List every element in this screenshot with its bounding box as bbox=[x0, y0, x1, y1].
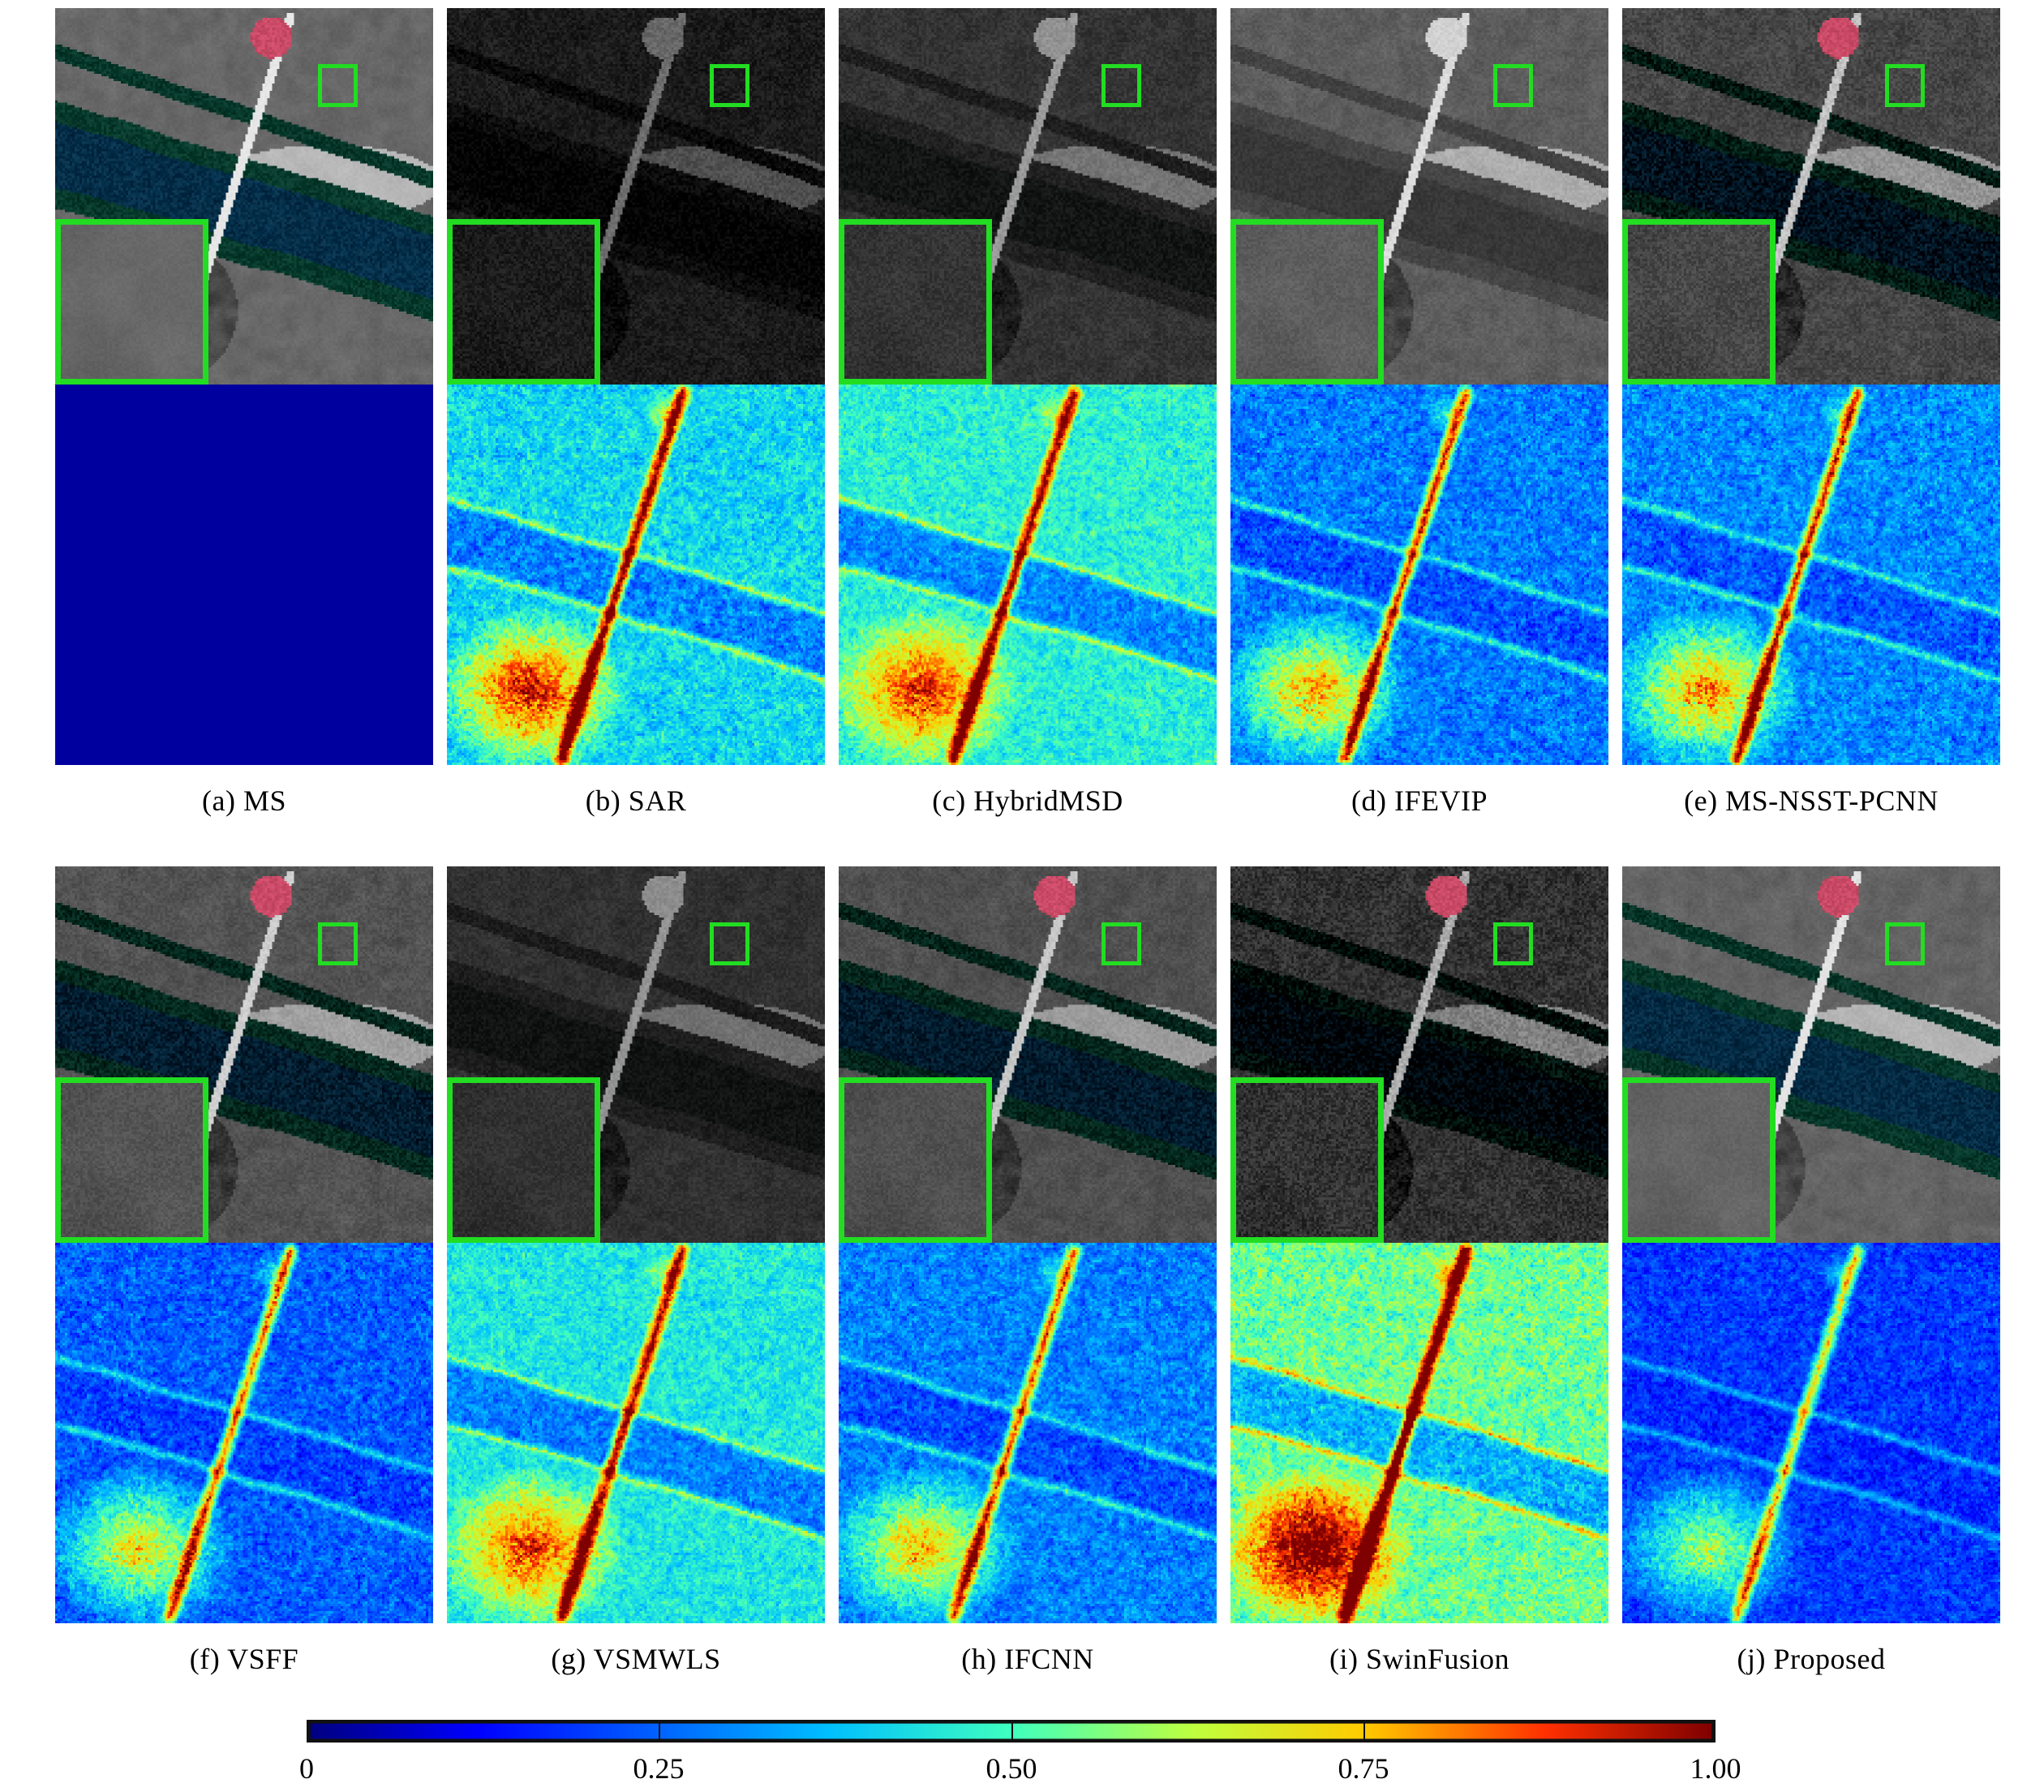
panel-f-roi-marker bbox=[318, 922, 358, 965]
panel-a-caption: (a) MS bbox=[202, 784, 286, 817]
panel-f-caption: (f) VSFF bbox=[189, 1643, 299, 1675]
panel-h-roi-marker bbox=[1101, 922, 1141, 965]
panel-g-roi-marker bbox=[710, 922, 749, 965]
panel-h-inset-image bbox=[844, 1083, 986, 1237]
panel-g-inset-image bbox=[453, 1083, 595, 1237]
panel-j-magnified-inset bbox=[1622, 1077, 1776, 1243]
panel-i-roi-marker bbox=[1493, 922, 1533, 965]
panel-i-difference-map bbox=[1230, 1243, 1608, 1623]
colorbar-tickline-3 bbox=[1363, 1720, 1365, 1743]
panel-j[interactable] bbox=[1622, 866, 2000, 1623]
panel-c-roi-marker bbox=[1101, 64, 1141, 107]
panel-g[interactable] bbox=[447, 866, 825, 1623]
panel-f[interactable] bbox=[55, 866, 433, 1623]
colorbar-tickline-1 bbox=[659, 1720, 660, 1743]
colorbar-tick-label-1: 0.25 bbox=[633, 1752, 685, 1785]
colorbar-tick-label-3: 0.75 bbox=[1338, 1752, 1389, 1785]
colorbar-gradient bbox=[307, 1720, 1716, 1743]
panel-i-inset-image bbox=[1236, 1083, 1378, 1237]
panel-c-caption: (c) HybridMSD bbox=[932, 784, 1123, 817]
panel-c-magnified-inset bbox=[839, 219, 992, 385]
panel-h-difference-map bbox=[839, 1243, 1217, 1623]
panel-b-caption: (b) SAR bbox=[585, 784, 687, 817]
panel-d[interactable] bbox=[1230, 8, 1608, 765]
colorbar-tick-label-2: 0.50 bbox=[986, 1752, 1037, 1785]
panel-f-magnified-inset bbox=[55, 1077, 208, 1243]
panel-d-roi-marker bbox=[1493, 64, 1533, 107]
panel-d-difference-map bbox=[1230, 385, 1608, 765]
panel-j-difference-map bbox=[1622, 1243, 2000, 1623]
panel-e-difference-map bbox=[1622, 385, 2000, 765]
colorbar-wrapper bbox=[307, 1720, 1716, 1743]
panel-e-roi-marker bbox=[1885, 64, 1925, 107]
panel-d-magnified-inset bbox=[1230, 219, 1384, 385]
panel-h[interactable] bbox=[839, 866, 1217, 1623]
panel-g-difference-map bbox=[447, 1243, 825, 1623]
panel-d-inset-image bbox=[1236, 225, 1378, 379]
panel-b-roi-marker bbox=[710, 64, 749, 107]
panel-i-magnified-inset bbox=[1230, 1077, 1384, 1243]
panel-b-difference-map bbox=[447, 385, 825, 765]
panel-c-difference-map bbox=[839, 385, 1217, 765]
panel-b-magnified-inset bbox=[447, 219, 600, 385]
panel-d-caption: (d) IFEVIP bbox=[1351, 784, 1488, 817]
panel-e-caption: (e) MS-NSST-PCNN bbox=[1684, 784, 1939, 817]
panel-e-magnified-inset bbox=[1622, 219, 1776, 385]
panel-c-inset-image bbox=[844, 225, 986, 379]
panel-a-roi-marker bbox=[318, 64, 358, 107]
colorbar-tickline-2 bbox=[1011, 1720, 1013, 1743]
panel-h-magnified-inset bbox=[839, 1077, 992, 1243]
panel-b-inset-image bbox=[453, 225, 595, 379]
panel-i-caption: (i) SwinFusion bbox=[1329, 1643, 1510, 1675]
panel-e[interactable] bbox=[1622, 8, 2000, 765]
panel-a-magnified-inset bbox=[55, 219, 208, 385]
panel-a-difference-map bbox=[55, 385, 433, 765]
panel-g-magnified-inset bbox=[447, 1077, 600, 1243]
panel-j-caption: (j) Proposed bbox=[1737, 1643, 1886, 1675]
panel-f-inset-image bbox=[61, 1083, 203, 1237]
panel-h-caption: (h) IFCNN bbox=[961, 1643, 1094, 1675]
panel-a-inset-image bbox=[61, 225, 203, 379]
colorbar-tick-label-4: 1.00 bbox=[1690, 1752, 1741, 1785]
panel-g-caption: (g) VSMWLS bbox=[551, 1643, 721, 1675]
panel-j-inset-image bbox=[1628, 1083, 1770, 1237]
colorbar-tick-label-0: 0 bbox=[299, 1752, 314, 1785]
panel-b[interactable] bbox=[447, 8, 825, 765]
panel-i[interactable] bbox=[1230, 866, 1608, 1623]
panel-e-inset-image bbox=[1628, 225, 1770, 379]
panel-a[interactable] bbox=[55, 8, 433, 765]
panel-j-roi-marker bbox=[1885, 922, 1925, 965]
panel-c[interactable] bbox=[839, 8, 1217, 765]
panel-f-difference-map bbox=[55, 1243, 433, 1623]
